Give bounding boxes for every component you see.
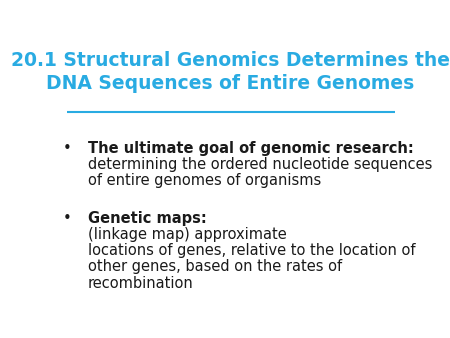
- Text: The ultimate goal of genomic research:: The ultimate goal of genomic research:: [88, 141, 414, 156]
- Text: of entire genomes of organisms: of entire genomes of organisms: [88, 173, 321, 188]
- Text: 20.1 Structural Genomics Determines the
DNA Sequences of Entire Genomes: 20.1 Structural Genomics Determines the …: [11, 51, 450, 93]
- Text: other genes, based on the rates of: other genes, based on the rates of: [88, 260, 342, 274]
- Text: Genetic maps:: Genetic maps:: [88, 211, 207, 226]
- Text: locations of genes, relative to the location of: locations of genes, relative to the loca…: [88, 243, 415, 258]
- Text: •: •: [63, 211, 71, 226]
- Text: determining the ordered nucleotide sequences: determining the ordered nucleotide seque…: [88, 157, 432, 172]
- Text: recombination: recombination: [88, 275, 194, 291]
- Text: (linkage map) approximate: (linkage map) approximate: [88, 227, 286, 242]
- Text: •: •: [63, 141, 71, 156]
